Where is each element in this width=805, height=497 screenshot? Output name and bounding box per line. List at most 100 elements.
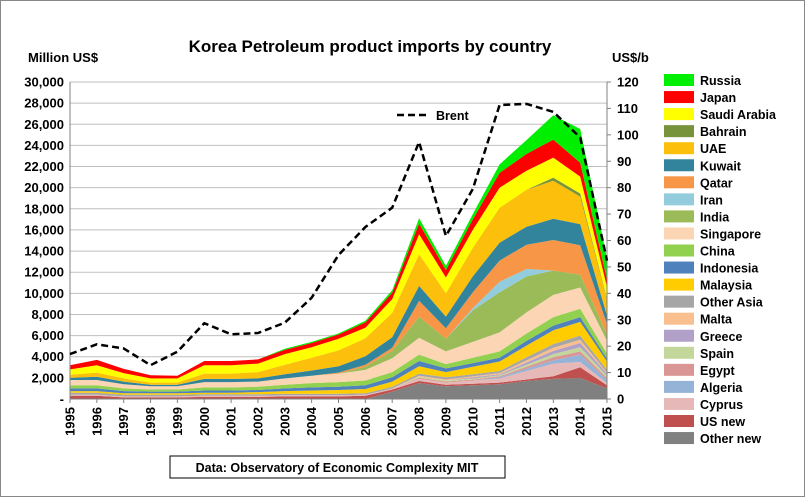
x-tick-label: 2002 [250, 407, 265, 436]
x-tick-label: 2013 [546, 407, 561, 436]
right-tick-label: 30 [617, 312, 631, 327]
x-tick-label: 2015 [600, 407, 615, 436]
x-tick-label: 2010 [465, 407, 480, 436]
legend-swatch [664, 261, 694, 274]
source-note-box [169, 455, 506, 479]
left-tick-label: 14,000 [24, 244, 64, 259]
right-tick-label: 70 [617, 207, 631, 222]
left-tick-label: 12,000 [24, 265, 64, 280]
area-cyprus [70, 362, 607, 398]
source-note: Data: Observatory of Economic Complexity… [196, 461, 479, 475]
left-tick-label: 18,000 [24, 201, 64, 216]
x-tick-label: 2007 [385, 407, 400, 436]
legend-swatch [664, 397, 694, 410]
legend-swatch [664, 193, 694, 206]
legend-swatch [664, 329, 694, 342]
legend-swatch [664, 380, 694, 393]
legend-swatch [664, 278, 694, 291]
right-axis-ticks: 0 10 20 30 40 50 60 70 80 90 100 110 120 [607, 75, 639, 407]
x-tick-label: 1999 [170, 407, 185, 436]
legend-label: Spain [700, 347, 734, 361]
legend-swatch [664, 346, 694, 359]
area-singapore [70, 287, 607, 390]
left-tick-label: 2,000 [31, 370, 64, 385]
left-tick-label: 8,000 [31, 307, 64, 322]
left-tick-label: 26,000 [24, 117, 64, 132]
x-tick-label: 1998 [143, 407, 158, 436]
legend-label: Egypt [700, 364, 736, 378]
x-tick-label: 2014 [573, 406, 588, 436]
legend-swatch [664, 142, 694, 155]
legend-label: Qatar [700, 176, 733, 190]
area-uae [70, 180, 607, 385]
legend-label: Bahrain [700, 125, 747, 139]
area-other-new [70, 377, 607, 399]
left-tick-label: 10,000 [24, 286, 64, 301]
legend-swatch [664, 363, 694, 376]
right-tick-label: 100 [617, 127, 639, 142]
x-tick-label: 2008 [412, 407, 427, 436]
right-tick-label: 60 [617, 233, 631, 248]
x-tick-label: 1995 [63, 407, 78, 436]
right-tick-label: 10 [617, 365, 631, 380]
legend-label: Saudi Arabia [700, 108, 777, 122]
x-tick-label: 2009 [438, 407, 453, 436]
legend-label: US new [700, 415, 745, 429]
left-tick-label: 28,000 [24, 96, 64, 111]
brent-line [69, 102, 609, 367]
legend-swatch [664, 312, 694, 325]
x-tick-label: 2006 [358, 407, 373, 436]
right-tick-label: 50 [617, 259, 631, 274]
x-tick-label: 2001 [224, 407, 239, 436]
legend-swatch [664, 227, 694, 240]
brent-legend-label: Brent [436, 109, 469, 123]
legend-label: Indonesia [700, 262, 759, 276]
legend-label: Greece [700, 330, 742, 344]
area-qatar [70, 240, 607, 387]
left-tick-label: 6,000 [31, 328, 64, 343]
legend-swatch [664, 176, 694, 189]
legend-label: Kuwait [700, 159, 742, 173]
left-axis-unit-label: Million US$ [28, 50, 99, 65]
right-tick-label: 90 [617, 154, 631, 169]
legend-swatch [664, 125, 694, 138]
legend-swatch [664, 244, 694, 257]
area-india [70, 270, 607, 387]
legend-swatch [664, 415, 694, 427]
legend-label: Malta [700, 313, 733, 327]
left-tick-label: 4,000 [31, 349, 64, 364]
left-axis-ticks: - 2,000 4,000 6,000 8,000 10,000 12,000 14,000 1… [24, 75, 64, 407]
x-tick-label: 2000 [197, 407, 212, 436]
x-tick-label: 1996 [89, 407, 104, 436]
x-tick-label: 2011 [492, 407, 507, 435]
legend-swatch [664, 295, 694, 308]
legend-label: Other new [700, 432, 761, 446]
legend-label: Iran [700, 193, 723, 207]
x-tick-label: 1997 [116, 407, 131, 436]
left-tick-label: - [60, 392, 64, 407]
left-tick-label: 20,000 [24, 180, 64, 195]
legend-label: Singapore [700, 227, 761, 241]
legend-swatch [664, 210, 694, 223]
legend-label: Russia [700, 74, 742, 88]
right-tick-label: 40 [617, 286, 631, 301]
left-tick-label: 30,000 [24, 75, 64, 90]
area-kuwait [70, 218, 607, 387]
x-axis-ticks: 1995 1996 1997 1998 1999 2000 2001 2002 2003 2004… [63, 399, 615, 436]
legend-label: Cyprus [700, 398, 743, 412]
legend: Russia Japan Saudi Arabia Bahrain UAE Kuwait Q… [664, 74, 777, 446]
area-us-new [70, 367, 607, 399]
right-tick-label: 0 [617, 392, 624, 407]
x-tick-label: 2005 [331, 407, 346, 436]
legend-swatch [664, 74, 694, 86]
right-tick-label: 110 [617, 101, 638, 116]
x-tick-label: 2004 [304, 406, 319, 436]
legend-swatch [664, 159, 694, 172]
legend-label: Other Asia [700, 296, 764, 310]
left-tick-label: 22,000 [24, 159, 64, 174]
left-tick-label: 16,000 [24, 222, 64, 237]
x-tick-label: 2012 [519, 407, 534, 436]
legend-label: China [700, 245, 736, 259]
legend-label: Algeria [700, 381, 743, 395]
